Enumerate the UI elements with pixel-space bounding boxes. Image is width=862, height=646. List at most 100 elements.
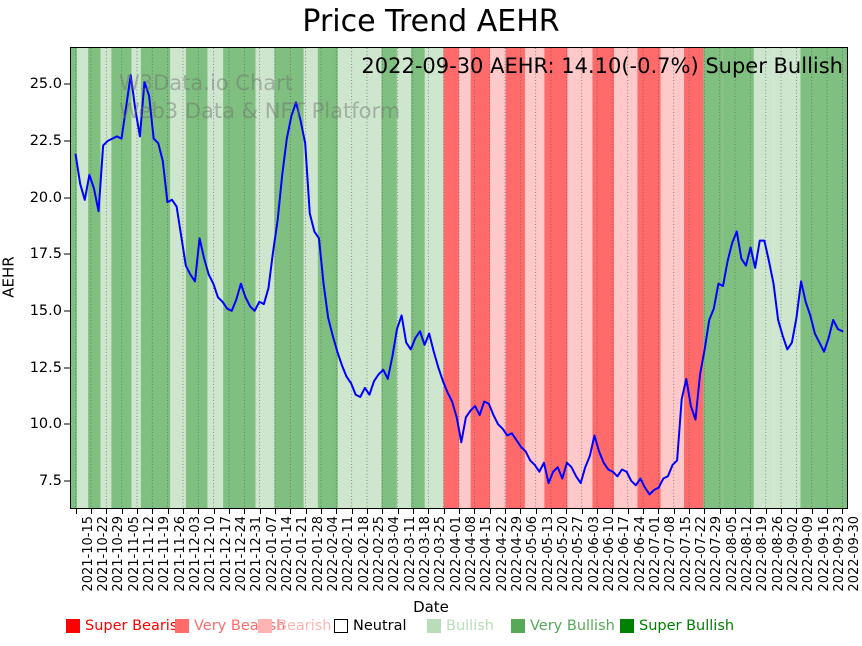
sentiment-band bbox=[524, 48, 545, 508]
x-tick-mark bbox=[136, 508, 138, 514]
x-tick-label: 2022-07-29 bbox=[709, 516, 725, 592]
x-tick-mark bbox=[382, 508, 384, 514]
x-tick-mark bbox=[505, 508, 506, 514]
x-tick-label: 2022-01-14 bbox=[279, 516, 295, 592]
x-tick-mark bbox=[428, 508, 430, 514]
price-line bbox=[74, 74, 844, 496]
legend-label: Bearish bbox=[277, 618, 332, 634]
x-tick-label: 2022-02-04 bbox=[325, 516, 341, 592]
x-tick-label: 2022-03-18 bbox=[417, 516, 433, 592]
legend-item[interactable]: Bullish bbox=[427, 618, 494, 634]
legend-item[interactable]: Super Bearish bbox=[66, 618, 187, 634]
x-tick-mark bbox=[612, 508, 614, 514]
sentiment-band bbox=[255, 48, 275, 508]
sentiment-band bbox=[773, 48, 801, 508]
legend-swatch-icon bbox=[427, 619, 441, 633]
x-tick-label: 2022-03-11 bbox=[402, 516, 418, 592]
sentiment-band bbox=[660, 48, 685, 508]
legend-item[interactable]: Super Bullish bbox=[620, 618, 734, 634]
x-tick-label: 2021-10-15 bbox=[80, 516, 96, 592]
sentiment-band bbox=[459, 48, 471, 508]
x-tick-label: 2022-06-10 bbox=[602, 516, 618, 592]
x-tick-label: 2022-06-17 bbox=[617, 516, 633, 592]
legend-swatch-icon bbox=[175, 619, 189, 633]
x-tick-label: 2022-06-03 bbox=[586, 516, 602, 592]
x-tick-mark bbox=[75, 508, 77, 514]
legend-label: Super Bullish bbox=[639, 618, 735, 634]
legend-swatch-icon bbox=[258, 619, 272, 633]
sentiment-band bbox=[223, 48, 256, 508]
x-tick-mark bbox=[781, 508, 783, 514]
sentiment-band bbox=[207, 48, 224, 508]
x-tick-label: 2021-12-03 bbox=[187, 516, 203, 592]
x-tick-label: 2022-07-01 bbox=[648, 516, 664, 592]
sentiment-band bbox=[351, 48, 382, 508]
x-tick-mark bbox=[842, 508, 844, 514]
y-tick-mark bbox=[64, 480, 70, 482]
x-tick-label: 2022-05-06 bbox=[525, 516, 541, 592]
y-tick-mark bbox=[64, 197, 70, 199]
sentiment-band bbox=[88, 48, 101, 508]
legend-label: Bullish bbox=[446, 618, 494, 634]
legend-item[interactable]: Bearish bbox=[258, 618, 332, 634]
x-tick-label: 2022-09-16 bbox=[816, 516, 832, 592]
sentiment-band bbox=[637, 48, 661, 508]
y-tick-label: 22.5 bbox=[29, 132, 62, 149]
x-tick-mark bbox=[274, 508, 276, 514]
x-tick-mark bbox=[336, 508, 338, 514]
x-tick-label: 2021-12-31 bbox=[249, 516, 265, 592]
x-tick-mark bbox=[90, 508, 92, 514]
sentiment-band bbox=[703, 48, 723, 508]
sentiment-band bbox=[567, 48, 593, 508]
x-tick-mark bbox=[474, 508, 476, 514]
x-tick-label: 2021-12-10 bbox=[203, 516, 219, 592]
x-tick-mark bbox=[290, 508, 292, 514]
legend-item[interactable]: Neutral bbox=[334, 618, 407, 634]
y-tick-mark bbox=[64, 423, 70, 425]
y-tick-mark bbox=[64, 310, 70, 312]
legend-label: Very Bullish bbox=[530, 618, 615, 634]
x-tick-mark bbox=[719, 508, 721, 514]
x-tick-mark bbox=[597, 508, 599, 514]
x-tick-label: 2022-09-09 bbox=[801, 516, 817, 592]
y-tick-mark bbox=[64, 83, 70, 85]
x-tick-mark bbox=[213, 508, 215, 514]
plot-area: W3Data.io Chart Web3 Data & NFT Platform… bbox=[70, 47, 848, 509]
x-tick-mark bbox=[689, 508, 691, 514]
sentiment-band bbox=[424, 48, 444, 508]
x-tick-mark bbox=[796, 508, 798, 514]
x-tick-label: 2022-08-19 bbox=[755, 516, 771, 592]
y-axis-ticks: 7.5 10.0 12.5 15.0 17.5 20.0 22.5 25.0 bbox=[0, 47, 70, 509]
x-tick-label: 2022-01-07 bbox=[264, 516, 280, 592]
y-tick-label: 12.5 bbox=[29, 359, 62, 376]
x-tick-label: 2021-10-22 bbox=[95, 516, 111, 592]
sentiment-band bbox=[131, 48, 141, 508]
sentiment-band bbox=[185, 48, 208, 508]
y-tick-label: 10.0 bbox=[29, 416, 62, 433]
sentiment-band bbox=[505, 48, 525, 508]
sentiment-band bbox=[592, 48, 615, 508]
x-tick-label: 2021-12-17 bbox=[218, 516, 234, 592]
legend: Super Bearish Very Bearish Bearish Neutral B… bbox=[0, 618, 862, 644]
x-tick-mark bbox=[198, 508, 200, 514]
sentiment-band bbox=[470, 48, 491, 508]
x-tick-mark bbox=[520, 508, 522, 514]
x-tick-mark bbox=[106, 508, 108, 514]
x-tick-mark bbox=[244, 508, 246, 514]
sentiment-band bbox=[170, 48, 186, 508]
sentiment-band bbox=[111, 48, 132, 508]
sentiment-band bbox=[544, 48, 568, 508]
sentiment-band bbox=[71, 48, 78, 508]
y-tick-label: 15.0 bbox=[29, 302, 62, 319]
x-tick-label: 2022-07-08 bbox=[663, 516, 679, 592]
x-tick-label: 2022-01-21 bbox=[295, 516, 311, 592]
x-tick-mark bbox=[121, 508, 123, 514]
x-tick-mark bbox=[627, 508, 629, 514]
sentiment-band bbox=[722, 48, 754, 508]
x-tick-label: 2021-11-12 bbox=[141, 516, 157, 592]
x-tick-label: 2021-11-19 bbox=[157, 516, 173, 592]
sentiment-band bbox=[337, 48, 352, 508]
x-tick-mark bbox=[566, 508, 568, 514]
legend-item[interactable]: Very Bullish bbox=[511, 618, 615, 634]
